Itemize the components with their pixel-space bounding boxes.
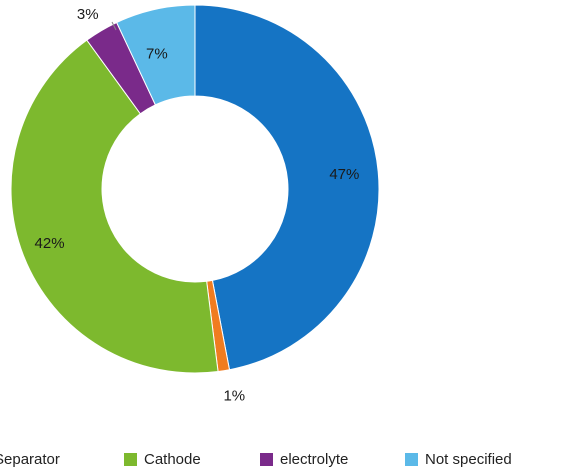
legend-swatch-not-specified <box>405 452 418 466</box>
data-label-anode: 47% <box>329 166 359 183</box>
legend-label-cathode: Cathode <box>144 450 201 468</box>
chart-plot: 47% 1% 42% 3% 7% <box>10 4 380 405</box>
legend-label-separator: Separator <box>0 450 60 468</box>
data-label-not-specified: 7% <box>146 45 168 62</box>
leader-line-electrolyte <box>111 21 117 31</box>
legend-item-cathode: Cathode <box>124 448 201 470</box>
data-label-cathode: 42% <box>35 235 65 252</box>
legend-item-separator: Separator <box>0 448 60 470</box>
chart-legend: Separator Cathode electrolyte Not specif… <box>0 448 562 472</box>
slice-not-specified <box>115 4 196 106</box>
legend-label-not-specified: Not specified <box>425 450 512 468</box>
legend-label-electrolyte: electrolyte <box>280 450 349 468</box>
data-label-electrolyte: 3% <box>77 6 99 23</box>
legend-swatch-cathode <box>124 452 137 466</box>
legend-swatch-electrolyte <box>260 452 273 466</box>
legend-item-electrolyte: electrolyte <box>260 448 348 470</box>
slice-cathode <box>10 39 219 374</box>
legend-item-not-specified: Not specified <box>405 448 512 470</box>
data-label-separator: 1% <box>223 388 245 405</box>
slice-anode <box>194 4 380 371</box>
